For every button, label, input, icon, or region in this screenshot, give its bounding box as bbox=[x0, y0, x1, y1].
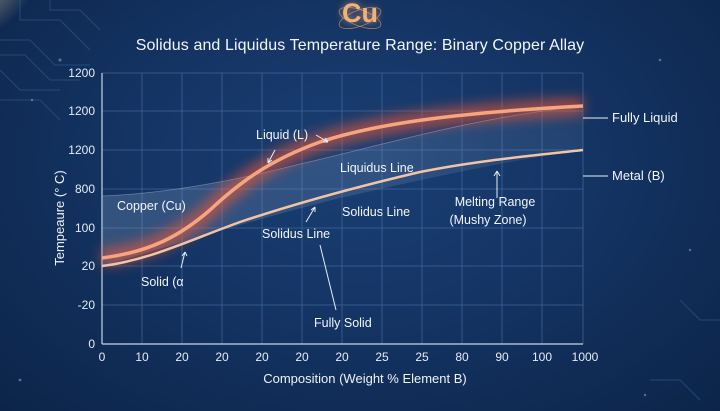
annotation-liquidus-line: Liquidus Line bbox=[340, 161, 414, 175]
x-tick: 10 bbox=[135, 350, 149, 364]
y-tick: 0 bbox=[88, 337, 95, 351]
annotation-fully-solid: Fully Solid bbox=[314, 316, 372, 330]
y-tick: 800 bbox=[74, 182, 95, 196]
annotation-solidus-line: Solidus Line bbox=[342, 205, 411, 219]
x-axis-label: Composition (Weight % Element B) bbox=[263, 371, 467, 386]
atom-orbit-icon bbox=[338, 6, 382, 30]
annotation-solid-alpha: Solid (α bbox=[141, 275, 184, 289]
label-fully-liquid: Fully Liquid bbox=[612, 110, 678, 125]
annotation-arrows bbox=[180, 134, 501, 311]
y-tick: 1200 bbox=[68, 66, 95, 80]
y-axis-label: Tempeaure (° C) bbox=[52, 170, 67, 266]
x-tick: 20 bbox=[295, 350, 309, 364]
x-tick: 20 bbox=[215, 350, 229, 364]
chart-title: Solidus and Liquidus Temperature Range: … bbox=[135, 37, 585, 54]
annotation-mushy-zone: (Mushy Zone) bbox=[449, 213, 527, 227]
solidus-line bbox=[101, 148, 584, 268]
x-tick: 20 bbox=[255, 350, 269, 364]
x-tick: 0 bbox=[98, 350, 106, 364]
x-tick: 1000 bbox=[571, 350, 599, 364]
x-tick: 100 bbox=[531, 350, 553, 364]
liquidus-line bbox=[101, 104, 584, 260]
x-tick: 90 bbox=[495, 350, 509, 364]
y-tick: 20 bbox=[81, 259, 95, 273]
x-tick: 80 bbox=[455, 350, 469, 364]
annotation-liquid: Liquid (L) bbox=[256, 128, 309, 142]
y-tick: -20 bbox=[77, 298, 95, 312]
annotation-copper: Copper (Cu) bbox=[117, 199, 186, 213]
x-tick: 20 bbox=[175, 350, 189, 364]
logo-text: Cu bbox=[342, 0, 378, 28]
x-tick: 20 bbox=[335, 350, 349, 364]
copper-logo: Cu bbox=[328, 0, 392, 34]
y-tick: 1200 bbox=[68, 143, 95, 157]
y-tick: 100 bbox=[74, 221, 95, 235]
y-tick: 1200 bbox=[68, 104, 95, 118]
mushy-zone-fill bbox=[102, 106, 583, 266]
x-tick: 25 bbox=[415, 350, 429, 364]
x-tick: 25 bbox=[375, 350, 389, 364]
annotation-melting-range: Melting Range bbox=[454, 195, 536, 209]
annotation-solidus-line: Solidus Line bbox=[262, 227, 331, 241]
label-metal-b: Metal (B) bbox=[612, 168, 665, 183]
